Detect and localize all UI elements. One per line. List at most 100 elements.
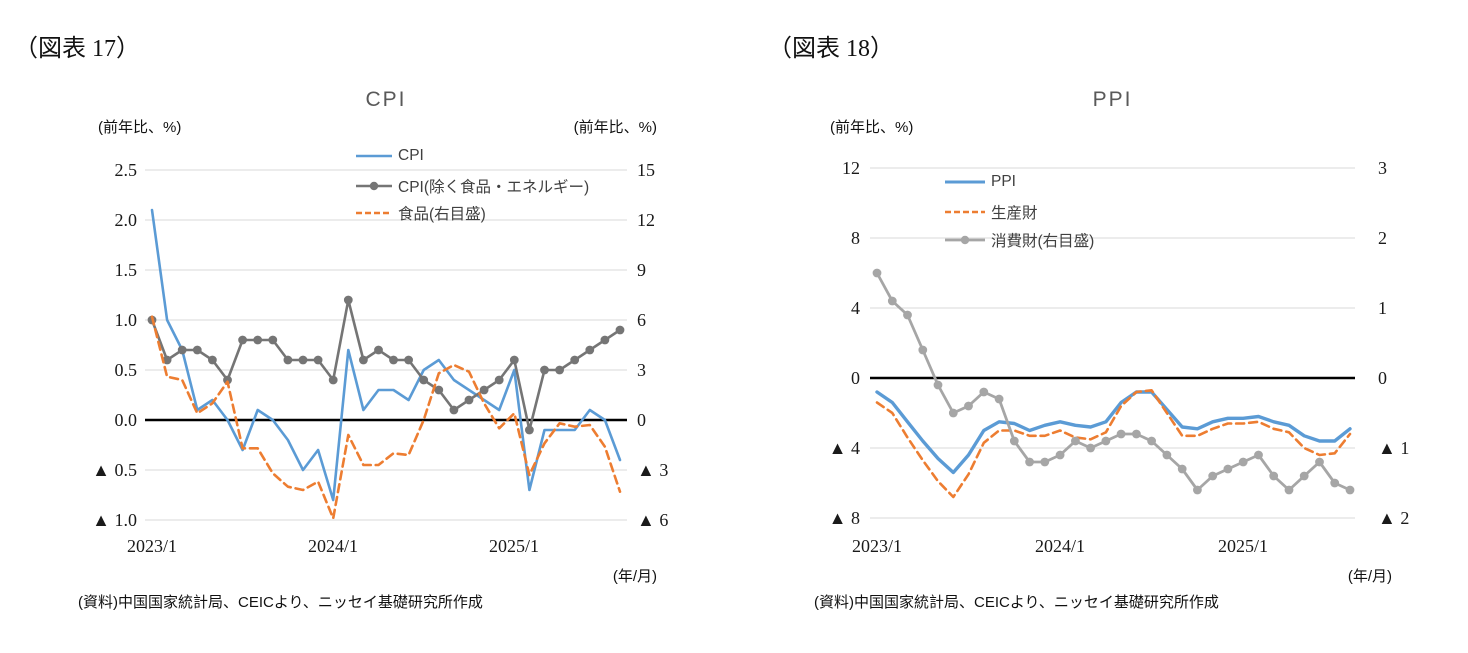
legend-label: 消費財(右目盛): [991, 233, 1095, 250]
series-marker: [253, 335, 263, 345]
right-axis-unit-label: (前年比、%): [573, 119, 657, 136]
series-marker: [328, 375, 338, 385]
series-marker: [404, 355, 413, 365]
series-line-2: [150, 315, 622, 520]
left-axis-unit-label: (前年比、%): [98, 119, 182, 136]
series-marker: [918, 345, 928, 355]
series-marker: [1315, 457, 1324, 467]
chart-title: PPI: [1092, 88, 1133, 111]
series-marker: [464, 395, 474, 405]
series-marker: [600, 335, 610, 345]
legend-line-sample: [356, 154, 392, 158]
legend-label: 食品(右目盛): [398, 206, 486, 223]
legend-item: 消費財(右目盛): [945, 229, 1094, 251]
left-axis-tick-label: ▲ 1.0: [92, 510, 137, 530]
series-marker: [994, 394, 1004, 404]
right-axis-tick-label: 0: [1378, 368, 1387, 388]
legend-item: 生産財: [945, 201, 1038, 223]
series-marker: [434, 385, 444, 395]
right-axis-tick-label: 12: [637, 210, 655, 230]
figure-number-label: （図表 17）: [14, 36, 140, 62]
series-marker: [238, 335, 248, 345]
left-axis-tick-label: 0.5: [114, 360, 138, 380]
x-axis-tick-label: 2025/1: [1217, 536, 1268, 556]
right-axis-tick-label: 3: [637, 360, 646, 380]
series-marker: [1086, 443, 1095, 453]
x-axis-tick-label: 2025/1: [488, 536, 539, 556]
series-marker: [887, 296, 897, 306]
series-line-1: [150, 298, 622, 432]
series-marker: [540, 365, 549, 375]
series-marker: [570, 355, 580, 365]
figure-cpi: （図表 17） CPI (前年比、%) (前年比、%) (年/月) (資料)中国…: [14, 36, 669, 611]
series-line-1: [875, 388, 1352, 499]
series-marker: [298, 355, 308, 365]
figure-ppi: （図表 18） PPI (前年比、%) (年/月) (資料)中国国家統計局、CE…: [740, 0, 1468, 653]
left-axis-unit-label: (前年比、%): [830, 119, 914, 136]
series-marker: [479, 385, 489, 395]
series-marker: [1101, 436, 1111, 446]
series-marker: [343, 295, 353, 305]
series-marker: [268, 335, 278, 345]
series-marker: [449, 405, 459, 415]
series-marker: [555, 365, 564, 375]
legend-label: PPI: [991, 173, 1016, 190]
right-axis-tick-label: ▲ 6: [637, 510, 669, 530]
series-marker: [1254, 450, 1263, 460]
figure-number-label: （図表 18）: [768, 36, 894, 62]
series-marker: [615, 325, 625, 335]
right-axis-tick-label: 2: [1378, 228, 1387, 248]
legend-item: PPI: [945, 173, 1016, 191]
left-axis-tick-label: 1.5: [114, 260, 138, 280]
source-note: (資料)中国国家統計局、CEICより、ニッセイ基礎研究所作成: [78, 594, 483, 611]
series-marker: [979, 387, 989, 397]
series-marker: [948, 408, 958, 418]
legend-line-sample: [945, 210, 985, 214]
series-marker: [903, 310, 912, 320]
series-marker: [1025, 457, 1034, 467]
series-marker: [1238, 457, 1248, 467]
x-axis-tick-label: 2024/1: [307, 536, 358, 556]
legend-line-sample: [356, 211, 392, 215]
series-marker: [933, 380, 943, 390]
legend-item: 食品(右目盛): [356, 202, 486, 224]
left-axis-tick-label: 12: [842, 158, 860, 178]
right-axis-tick-label: ▲ 2: [1378, 508, 1410, 528]
series-marker: [1345, 485, 1355, 495]
series-line-0: [150, 208, 622, 502]
series-marker: [1193, 485, 1202, 495]
left-axis-tick-label: 0.0: [114, 410, 138, 430]
series-line-0: [875, 390, 1352, 475]
series-marker: [359, 355, 368, 365]
series-marker: [1177, 464, 1187, 474]
series-marker: [1071, 436, 1080, 446]
legend-item: CPI(除く食品・エネルギー): [356, 175, 589, 197]
series-marker: [1132, 429, 1141, 439]
series-marker: [585, 345, 595, 355]
series-marker: [389, 355, 398, 365]
series-marker: [313, 355, 323, 365]
right-axis-tick-label: 1: [1378, 298, 1387, 318]
left-axis-tick-label: 2.0: [114, 210, 138, 230]
series-marker: [964, 401, 973, 411]
x-axis-tick-label: 2024/1: [1034, 536, 1085, 556]
right-axis-tick-label: ▲ 1: [1378, 438, 1410, 458]
series-marker: [1223, 464, 1233, 474]
series-marker: [177, 345, 187, 355]
legend-line-sample: [356, 181, 392, 190]
x-axis-unit-label: (年/月): [1347, 568, 1392, 585]
legend-label: CPI(除く食品・エネルギー): [398, 178, 590, 196]
legend-label: 生産財: [991, 205, 1038, 222]
series-marker: [162, 355, 172, 365]
series-marker: [1040, 457, 1050, 467]
chart-title: CPI: [365, 88, 407, 111]
series-marker: [1330, 478, 1340, 488]
series-marker: [509, 355, 519, 365]
left-axis-tick-label: 8: [851, 228, 860, 248]
series-marker: [1055, 450, 1065, 460]
right-axis-tick-label: 9: [637, 260, 646, 280]
series-marker: [1009, 436, 1019, 446]
legend-label: CPI: [398, 147, 424, 164]
source-note: (資料)中国国家統計局、CEICより、ニッセイ基礎研究所作成: [814, 594, 1219, 611]
left-axis-tick-label: 0: [851, 368, 860, 388]
